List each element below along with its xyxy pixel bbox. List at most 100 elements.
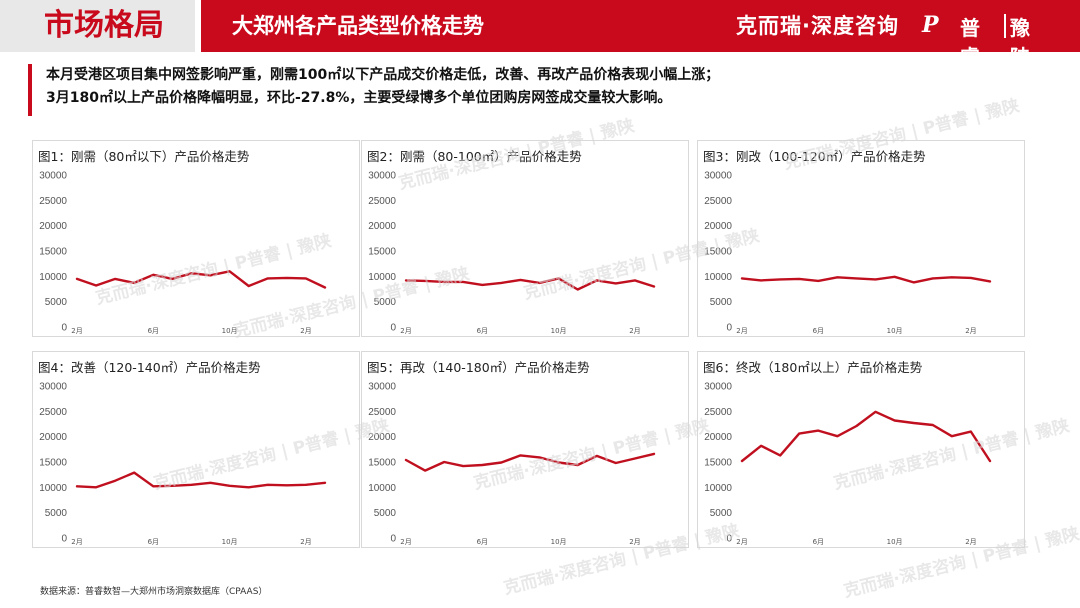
summary-line-2: 3月180㎡以上产品价格降幅明显，环比-27.8%，主要受绿博多个单位团购房网签… [46,90,672,106]
y-tick-label: 10000 [39,272,67,283]
y-tick-label: 25000 [368,407,396,418]
page-title: 大郑州各产品类型价格走势 [232,14,484,38]
data-point [557,461,560,464]
chart-title-1: 图1：刚需（80㎡以下）产品价格走势 [38,149,250,164]
data-point [931,277,934,280]
data-point [462,465,465,467]
y-tick-label: 5000 [710,297,733,308]
chart-panel-1: 图1：刚需（80㎡以下）产品价格走势 0 5000 10000 15000 20000 2… [32,140,360,337]
series-line [740,410,992,463]
y-tick-label: 30000 [704,382,732,393]
chart-svg-4: 0 5000 10000 15000 20000 25000 30000 2月 6月 10月 2月 [39,382,327,546]
x-tick-label: 10月 [222,327,238,335]
data-point [874,278,877,281]
x-tick-label: 2月 [629,327,640,335]
data-point [285,484,288,487]
chart-svg-2: 0 5000 10000 15000 20000 25000 30000 2月 6月 10月 2月 [368,171,656,335]
y-tick-label: 25000 [368,196,396,207]
y-tick-label: 0 [390,323,396,334]
data-point [741,277,743,280]
data-point [133,282,136,284]
data-point [798,432,801,435]
data-point [760,444,762,447]
chart-panel-4: 图4：改善（120-140㎡）产品价格走势 0 5000 10000 15000 200… [32,351,360,548]
data-point [817,279,820,282]
y-tick-label: 5000 [45,508,68,519]
x-tick-label: 2月 [71,538,82,546]
data-point [76,277,78,280]
series-line [740,275,992,284]
y-tick-label: 20000 [704,432,732,443]
data-point [305,277,307,280]
y-tick-label: 10000 [704,483,732,494]
data-point [538,282,541,284]
x-tick-label: 10月 [222,538,238,546]
data-point [481,284,484,286]
data-point [970,276,972,279]
data-point [209,481,212,484]
data-point [576,288,579,291]
summary-line-1: 本月受港区项目集中网签影响严重，刚需100㎡以下产品成交价格走低，改善、再改产品… [46,67,720,83]
y-tick-label: 15000 [704,458,732,469]
x-tick-label: 10月 [887,327,903,335]
x-tick-label: 2月 [629,538,640,546]
data-point [266,483,269,486]
data-point [614,282,617,285]
x-tick-label: 2月 [71,327,82,335]
section-tab: 市场格局 [0,0,201,52]
chart-panel-3: 图3：刚改（100-120㎡）产品价格走势 0 5000 10000 15000 200… [697,140,1025,337]
data-point [171,484,174,487]
data-point [190,272,193,275]
data-point [500,461,503,464]
y-tick-label: 5000 [45,297,68,308]
y-tick-label: 20000 [39,221,67,232]
data-point [970,430,972,433]
data-point [912,281,915,284]
chart-title-5: 图5：再改（140-180㎡）产品价格走势 [367,360,590,375]
brand-logo-region: 豫陕 [1010,16,1030,69]
data-point [152,485,155,488]
x-tick-label: 6月 [477,327,488,335]
series-line [404,452,656,472]
header-bar: 市场格局 大郑州各产品类型价格走势 克而瑞·深度咨询 P 普睿 豫陕 [0,0,1080,69]
data-point [95,486,97,489]
data-point [855,425,858,427]
data-point [171,277,174,280]
x-tick-label: 2月 [400,538,411,546]
series-line [75,270,327,289]
y-tick-label: 0 [726,323,732,334]
data-point [228,484,231,487]
y-tick-label: 20000 [39,432,67,443]
chart-svg-1: 0 5000 10000 15000 20000 25000 30000 2月 6月 10月 2月 [39,171,327,335]
data-point [114,277,117,280]
x-tick-label: 10月 [887,538,903,546]
x-tick-label: 2月 [300,327,311,335]
chart-svg-3: 0 5000 10000 15000 20000 25000 30000 2月 6月 10月 2月 [704,171,992,335]
data-point [324,481,326,484]
y-tick-label: 0 [61,323,67,334]
data-point [817,429,820,432]
y-tick-label: 10000 [39,483,67,494]
data-point [931,424,934,426]
data-point [893,419,896,422]
chart-title-3: 图3：刚改（100-120㎡）产品价格走势 [703,149,926,164]
data-source-note: 数据来源：普睿数智—大郑州市场洞察数据库（CPAAS） [40,587,268,597]
y-tick-label: 30000 [368,382,396,393]
y-tick-label: 10000 [368,272,396,283]
y-tick-label: 15000 [39,458,67,469]
data-point [462,281,465,283]
brand-logo-name: 普睿 [960,16,980,69]
data-point [76,485,78,488]
y-tick-label: 25000 [39,196,67,207]
x-tick-label: 2月 [736,327,747,335]
chart-title-6: 图6：终改（180㎡以上）产品价格走势 [703,360,923,375]
x-tick-label: 2月 [400,327,411,335]
data-point [228,270,231,273]
y-tick-label: 15000 [704,247,732,258]
data-point [324,286,326,289]
data-point [481,464,484,466]
data-point [209,274,212,277]
brand-cric: 克而瑞·深度咨询 [736,14,899,38]
data-point [285,276,288,279]
chart-svg-5: 0 5000 10000 15000 20000 25000 30000 2月 6月 10月 2月 [368,382,656,546]
